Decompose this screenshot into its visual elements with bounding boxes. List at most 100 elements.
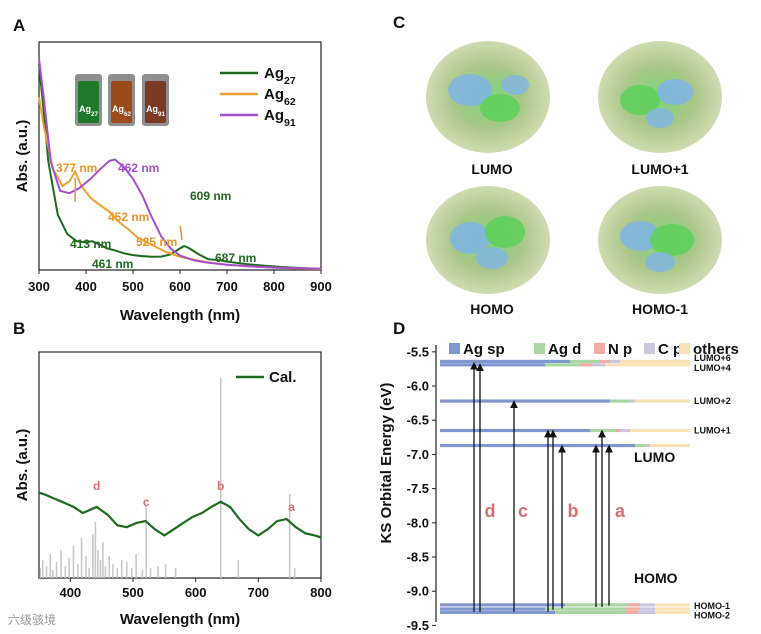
panel-label-a: A	[13, 16, 25, 35]
transition-group-label-c: c	[518, 501, 528, 521]
orbital-homo-label: HOMO	[470, 301, 514, 317]
x-tick-label: 300	[28, 279, 50, 294]
panel-d-orbital-energy-diagram: -5.5 -6.0 -6.5 -7.0 -7.5 -8.0 -8.5 -9.0 -9.5 LUM…	[378, 341, 739, 633]
level-label-homo-2: HOMO-2	[694, 610, 730, 620]
orbital-lumo1-label: LUMO+1	[631, 161, 688, 177]
annotation-609-nm: 609 nm	[190, 189, 231, 203]
level-label-homo-1: HOMO-1	[694, 601, 730, 611]
peak-label-d: d	[93, 479, 100, 493]
panel-d-lumo-label: LUMO	[634, 449, 675, 465]
vial-ag62: Ag62	[108, 74, 135, 126]
energy-level-lumo+4: LUMO+4	[440, 363, 731, 373]
panel-a-vials: Ag27 Ag62 Ag91	[75, 74, 169, 126]
y-tick-label: -8.0	[407, 515, 429, 530]
panel-b-series	[38, 491, 322, 539]
panel-b-y-axis-label: Abs. (a.u.)	[14, 429, 31, 502]
energy-level-lumo+6: LUMO+6	[440, 353, 731, 364]
vial-ag91: Ag91	[142, 74, 169, 126]
energy-level-homo	[440, 603, 690, 607]
annotation-461-nm: 461 nm	[92, 257, 133, 271]
watermark-text: 六级骇境	[8, 613, 57, 627]
panel-b-peak-labels: d c b a	[93, 479, 295, 514]
series-line-cal	[38, 491, 322, 539]
x-tick-label: 800	[263, 279, 285, 294]
panel-a-x-axis-label: Wavelength (nm)	[120, 307, 240, 324]
annotation-arrow-525	[179, 225, 183, 241]
panel-d-homo-label: HOMO	[634, 570, 678, 586]
annotation-452-nm: 452 nm	[108, 210, 149, 224]
panel-c-orbital-isosurfaces: LUMO LUMO+1 HOMO HOMO-1	[426, 41, 722, 317]
panel-b-legend: Cal.	[236, 369, 297, 386]
orbital-lumo-image	[426, 41, 550, 153]
x-tick-label: 400	[59, 585, 81, 600]
legend-swatch-ag-d	[534, 343, 545, 354]
panel-d-y-axis-label: KS Orbital Energy (eV)	[378, 383, 395, 544]
annotation-462-nm: 462 nm	[118, 161, 159, 175]
panel-b-x-axis-label: Wavelength (nm)	[120, 611, 240, 628]
orbital-lumo1-image	[598, 41, 722, 153]
y-tick-label: -5.5	[407, 344, 429, 359]
orbital-lumo-label: LUMO	[471, 161, 512, 177]
series-line-ag27	[38, 63, 322, 270]
panel-b-oscillator-sticks	[39, 378, 296, 578]
energy-level-homo-1: HOMO-1	[440, 601, 730, 611]
annotation-687-nm: 687 nm	[215, 251, 256, 265]
vial-label: Ag91	[146, 104, 166, 118]
x-tick-label: 700	[216, 279, 238, 294]
panel-a-series	[38, 58, 322, 270]
panel-label-b: B	[13, 319, 25, 338]
legend-swatch-n-p	[594, 343, 605, 354]
legend-label-c-p: C p	[658, 341, 682, 358]
y-tick-label: -6.5	[407, 413, 429, 428]
transition-group-label-a: a	[615, 501, 626, 521]
transition-group-label-d: d	[485, 501, 496, 521]
panel-d-legend: Ag sp Ag d N p C p others	[449, 341, 739, 358]
energy-level-lumo	[440, 443, 690, 448]
x-tick-label: 700	[247, 585, 269, 600]
legend-swatch-c-p	[644, 343, 655, 354]
panel-label-d: D	[393, 319, 405, 338]
x-tick-label: 500	[122, 279, 144, 294]
series-line-ag91	[38, 58, 322, 270]
y-tick-label: -7.0	[407, 447, 429, 462]
level-label-lumo+1: LUMO+1	[694, 425, 731, 435]
transition-group-label-b: b	[568, 501, 579, 521]
orbital-homo-image	[426, 186, 550, 294]
panel-a-annotations: 377 nm 462 nm 452 nm 525 nm 609 nm 413 nm 461 …	[56, 161, 256, 271]
peak-label-a: a	[288, 500, 295, 514]
x-tick-label: 900	[310, 279, 332, 294]
peak-label-b: b	[217, 479, 224, 493]
peak-label-c: c	[143, 495, 150, 509]
legend-label-ag-d: Ag d	[548, 341, 581, 358]
panel-b-plot-frame	[38, 351, 322, 579]
y-tick-label: -9.0	[407, 584, 429, 599]
annotation-377-nm: 377 nm	[56, 161, 97, 175]
panel-a-x-ticks: 300 400 500 600 700 800 900	[28, 270, 332, 294]
x-tick-label: 500	[122, 585, 144, 600]
legend-swatch-others	[679, 343, 690, 354]
level-label-lumo+2: LUMO+2	[694, 396, 731, 406]
legend-label-ag62: Ag62	[264, 86, 296, 108]
vial-label: Ag62	[112, 104, 132, 118]
x-tick-label: 600	[169, 279, 191, 294]
level-label-lumo+6: LUMO+6	[694, 353, 731, 363]
orbital-homo1-label: HOMO-1	[632, 301, 688, 317]
legend-label-n-p: N p	[608, 341, 632, 358]
y-tick-label: -9.5	[407, 618, 429, 633]
annotation-413-nm: 413 nm	[70, 237, 111, 251]
energy-level-lumo+1: LUMO+1	[440, 425, 731, 435]
y-tick-label: -7.5	[407, 481, 429, 496]
level-label-lumo+4: LUMO+4	[694, 363, 731, 373]
legend-swatch-ag-sp	[449, 343, 460, 354]
legend-label-ag-sp: Ag sp	[463, 341, 505, 358]
legend-label-cal: Cal.	[269, 369, 297, 386]
x-tick-label: 800	[310, 585, 332, 600]
legend-label-ag27: Ag27	[264, 65, 296, 87]
energy-level-lumo+2: LUMO+2	[440, 396, 731, 406]
panel-label-c: C	[393, 13, 405, 32]
